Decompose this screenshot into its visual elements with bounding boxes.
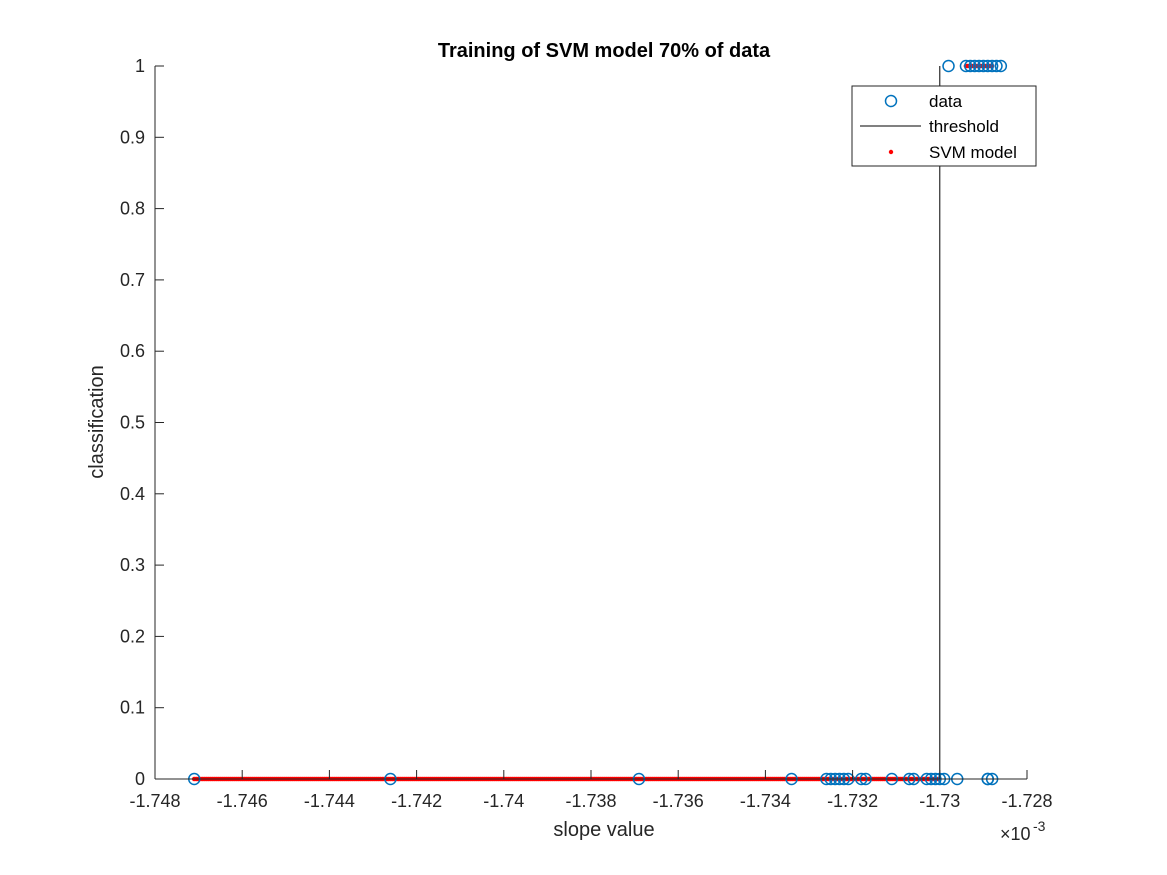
x-tick-label: -1.742 [391,791,442,811]
data-point [959,59,973,73]
x-exponent-power: -3 [1033,818,1046,834]
x-tick-label: -1.734 [740,791,791,811]
legend-svm-label: SVM model [929,143,1017,162]
x-tick-label: -1.732 [827,791,878,811]
y-tick-label: 0.6 [120,341,145,361]
x-tick-label: -1.73 [919,791,960,811]
y-tick-label: 0 [135,769,145,789]
data-point [990,59,1003,73]
x-exponent-base: ×10 [1000,824,1031,844]
x-tick-label: -1.744 [304,791,355,811]
x-tick-label: -1.746 [217,791,268,811]
y-tick-label: 0.1 [120,698,145,718]
legend-svm-marker [888,149,894,155]
y-tick-label: 0.5 [120,413,145,433]
legend-data-marker [884,94,898,108]
data-point [977,59,990,73]
y-tick-label: 0.9 [120,127,145,147]
x-tick-label: -1.728 [1001,791,1052,811]
chart-title: Training of SVM model 70% of data [438,40,771,62]
x-tick-label: -1.738 [565,791,616,811]
y-tick-label: 1 [135,56,145,76]
x-ticks: -1.748 -1.746 -1.744 -1.742 -1.74 -1.738 -1.73… [129,770,1053,811]
legend-data-label: data [929,92,963,111]
data-point [964,59,977,73]
y-tick-label: 0.3 [120,555,145,575]
legend-threshold-label: threshold [929,117,999,136]
y-tick-label: 0.7 [120,270,145,290]
y-axis-label: classification [86,365,108,478]
x-tick-label: -1.748 [129,791,180,811]
x-tick-label: -1.74 [483,791,524,811]
legend: data threshold SVM model [851,85,1037,167]
data-point [942,59,955,73]
data-point [972,59,986,73]
y-tick-label: 0.8 [120,199,145,219]
y-ticks: 0 0.1 0.2 0.3 0.4 0.5 0.6 0.7 0.8 0.9 1 [120,56,164,789]
y-tick-label: 0.2 [120,626,145,646]
data-point [994,59,1008,73]
x-axis-label: slope value [553,819,654,841]
data-point [981,59,995,73]
plot-area [155,66,1027,779]
data-point [968,59,981,73]
y-tick-label: 0.4 [120,484,145,504]
x-exponent: ×10 -3 [1000,818,1046,844]
data-point [985,59,999,73]
x-tick-label: -1.736 [653,791,704,811]
